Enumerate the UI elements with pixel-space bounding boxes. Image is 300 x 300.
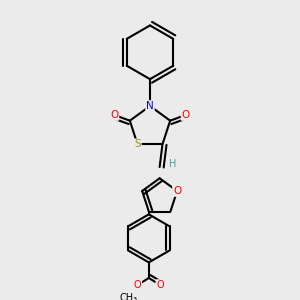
- Text: O: O: [182, 110, 190, 120]
- Text: O: O: [134, 280, 141, 290]
- Text: H: H: [169, 159, 176, 169]
- Text: CH₃: CH₃: [120, 293, 138, 300]
- Text: O: O: [173, 186, 181, 196]
- Text: S: S: [134, 140, 141, 149]
- Text: O: O: [110, 110, 118, 120]
- Text: N: N: [146, 101, 154, 111]
- Text: O: O: [156, 280, 164, 290]
